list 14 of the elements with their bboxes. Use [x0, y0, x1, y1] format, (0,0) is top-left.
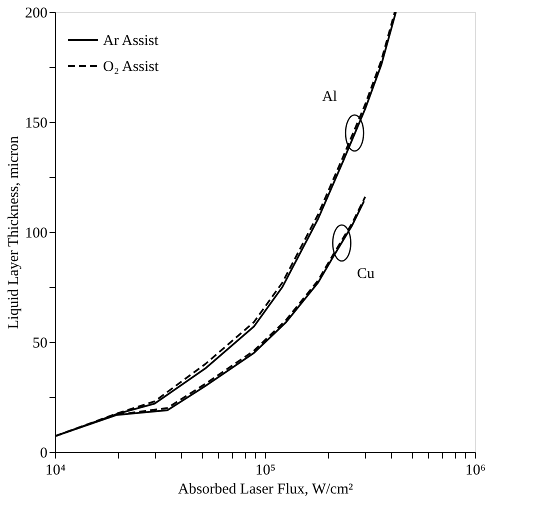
y-tick-label: 0 — [40, 446, 48, 462]
annotation: Al — [322, 89, 338, 105]
y-tick-label: 50 — [32, 336, 48, 352]
y-tick-label: 150 — [25, 116, 48, 132]
x-tick-label: 10⁴ — [45, 462, 66, 478]
y-tick-label: 200 — [25, 6, 48, 22]
x-tick-label: 10⁶ — [465, 462, 486, 478]
y-axis-title: Liquid Layer Thickness, micron — [6, 136, 22, 330]
y-tick-label: 100 — [25, 226, 48, 242]
legend-label: Ar Assist — [103, 33, 160, 49]
x-axis-title: Absorbed Laser Flux, W/cm² — [178, 482, 354, 498]
legend-label: O₂ Assist — [103, 59, 160, 75]
x-tick-label: 10⁵ — [255, 462, 276, 478]
annotation: Cu — [356, 266, 375, 282]
